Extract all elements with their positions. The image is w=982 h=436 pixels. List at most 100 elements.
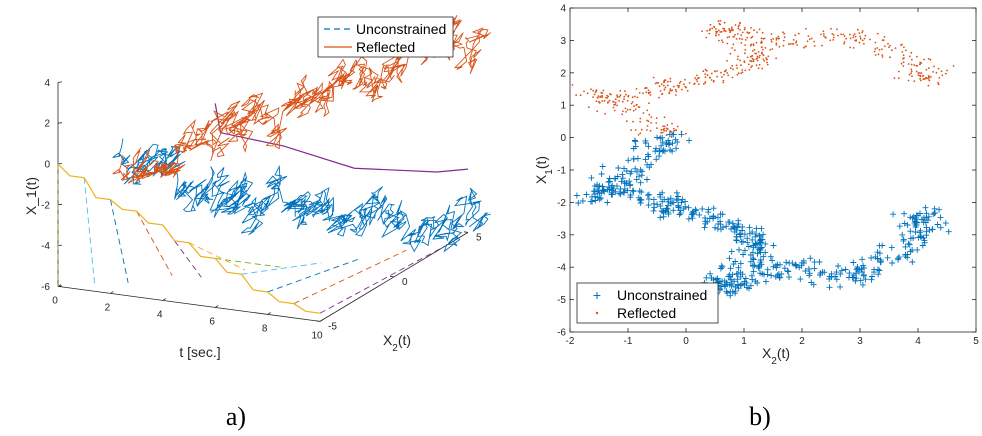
panel-b-unconstrained-point (717, 265, 724, 272)
panel-b-unconstrained-point (736, 246, 742, 253)
panel-b-unconstrained-point (710, 213, 717, 220)
panel-b-reflected-point (673, 85, 675, 88)
panel-b-reflected-point (893, 77, 896, 80)
panel-b-reflected-point (874, 54, 877, 56)
panel-b-unconstrained-point (905, 240, 912, 247)
panel-a-projection-line (188, 242, 246, 271)
panel-b-reflected-point (656, 81, 658, 84)
panel-b-unconstrained-point (592, 193, 599, 200)
panel-b-reflected-point (758, 63, 761, 66)
panel-a-t-tick (214, 305, 219, 308)
panel-b-unconstrained-point (599, 183, 606, 190)
panel-b-unconstrained-point (889, 260, 896, 266)
panel-b-unconstrained-point (665, 196, 671, 203)
panel-b-reflected-point (910, 70, 913, 73)
panel-b-reflected-point (730, 27, 733, 30)
panel-a-x2-projection (214, 103, 469, 173)
panel-b-unconstrained-point (594, 181, 601, 188)
panel-b-reflected-point (762, 48, 764, 51)
panel-b-reflected-point (627, 94, 630, 97)
panel-b-reflected-point (840, 33, 842, 36)
panel-b-reflected-point (685, 132, 687, 135)
panel-b-reflected-point (849, 46, 851, 49)
panel-b-reflected-point (726, 36, 729, 39)
panel-b-unconstrained-point (599, 163, 606, 170)
panel-a-t-axis (57, 286, 321, 322)
panel-b-reflected-point (830, 27, 832, 30)
panel-b-reflected-point (736, 33, 739, 35)
panel-b-unconstrained-point (598, 195, 604, 202)
panel-b-reflected-point (908, 73, 911, 76)
panel-b-unconstrained-point (826, 276, 833, 282)
panel-b-unconstrained-point (601, 188, 608, 195)
panel-b-reflected-point (724, 30, 727, 33)
panel-b-reflected-point (757, 51, 760, 53)
panel-b-unconstrained-point (659, 139, 666, 146)
panel-a-x2-tick (463, 231, 469, 233)
panel-b-reflected-point (638, 92, 641, 94)
panel-b-reflected-point (750, 60, 753, 62)
panel-b-reflected-point (660, 131, 662, 134)
panel-b-unconstrained-point (704, 218, 711, 225)
panel-b-reflected-point (734, 24, 737, 26)
panel-b-unconstrained-point (918, 234, 925, 240)
panel-b-reflected-point (605, 96, 607, 99)
panel-b-reflected-point (595, 100, 598, 103)
panel-b-reflected-point (650, 122, 652, 124)
panel-b-reflected-point (658, 85, 661, 88)
panel-b-unconstrained-point (738, 239, 745, 246)
panel-b-reflected-point (604, 112, 606, 115)
panel-b-reflected-point (594, 91, 597, 94)
panel-b-reflected-point (757, 67, 760, 70)
panel-b-reflected-point (601, 92, 604, 94)
panel-b-reflected-point (925, 76, 928, 79)
panel-b-unconstrained-point (712, 224, 718, 231)
panel-a-x1-tick (57, 203, 63, 206)
panel-b-unconstrained-point (600, 187, 607, 194)
panel-b-reflected-point (675, 94, 677, 96)
panel-b-unconstrained-point (749, 262, 756, 269)
panel-b-unconstrained-point (726, 219, 733, 226)
panel-b-reflected-point (619, 89, 622, 92)
panel-a-projection-line (136, 211, 173, 276)
panel-b-unconstrained-point (896, 254, 903, 261)
panel-b-unconstrained-point (811, 265, 818, 272)
panel-b-x-tick-label: -2 (566, 336, 575, 347)
panel-b-reflected-point (783, 36, 786, 39)
panel-b-y-tick-label: 1 (560, 101, 566, 112)
panel-b-reflected-point (806, 40, 809, 43)
panel-b-reflected-point (648, 102, 650, 105)
panel-b-reflected-point (698, 76, 700, 79)
panel-b-unconstrained-point (740, 251, 747, 258)
panel-b-reflected-point (752, 44, 755, 47)
panel-b-reflected-point (738, 24, 741, 26)
panel-b-y-tick-label: 2 (560, 68, 566, 79)
panel-a-projection-line (83, 177, 96, 284)
panel-b-reflected-point (753, 29, 755, 32)
panel-b-unconstrained-point (796, 264, 803, 271)
panel-b-reflected-point (750, 43, 753, 46)
panel-b-reflected-point (621, 113, 624, 116)
panel-b-unconstrained-point (657, 135, 664, 142)
panel-b-reflected-point (736, 58, 739, 60)
panel-a-ylabel-text: X_1(t) (23, 177, 39, 215)
panel-b-reflected-point (863, 42, 865, 45)
panel-b-reflected-point (637, 133, 640, 136)
panel-b-legend: + Unconstrained Reflected (576, 282, 719, 324)
panel-b-reflected-point (910, 51, 913, 54)
panel-b-reflected-point (593, 93, 596, 96)
panel-b-reflected-point (729, 52, 732, 55)
panel-b-unconstrained-point (931, 205, 938, 212)
panel-b-unconstrained-point (606, 175, 613, 182)
panel-b-unconstrained-point (821, 269, 828, 276)
panel-a-t-tick-label: 6 (209, 316, 215, 327)
panel-b-unconstrained-point (937, 214, 944, 221)
panel-b-reflected-point (754, 52, 756, 55)
panel-b-unconstrained-point (749, 276, 756, 283)
panel-b-x-tick-label: 0 (683, 336, 689, 347)
panel-b-unconstrained-point (689, 210, 696, 216)
panel-b-reflected-point (744, 39, 747, 41)
panel-b-unconstrained-point (645, 143, 652, 150)
panel-b-unconstrained-point (583, 191, 590, 198)
panel-b-reflected-point (625, 111, 627, 113)
